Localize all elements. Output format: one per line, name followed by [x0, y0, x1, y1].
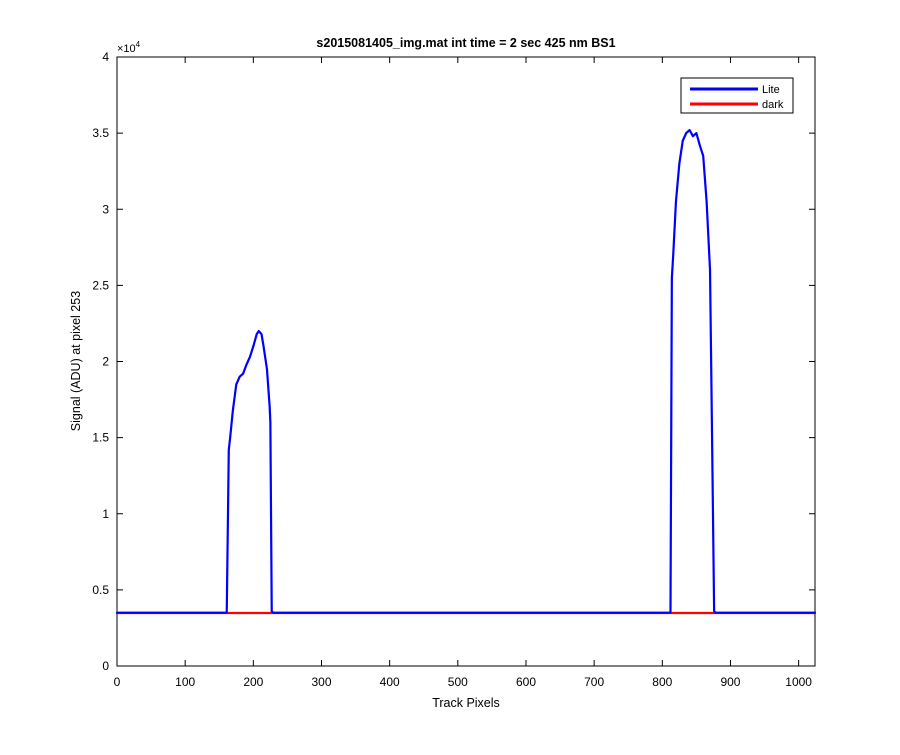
series-layer	[115, 128, 817, 615]
plot-area	[115, 56, 817, 667]
x-axis-tick-label: 0	[114, 675, 121, 689]
x-axis-label: Track Pixels	[432, 696, 500, 710]
legend-box	[680, 77, 794, 114]
x-axis-tick-label: 500	[448, 675, 468, 689]
series-line-lite	[115, 128, 817, 614]
y-axis-tick-label: 2.5	[92, 278, 109, 292]
x-axis-tick-label: 200	[243, 675, 263, 689]
x-axis-tick-label: 900	[720, 675, 740, 689]
x-axis-tick-label: 800	[652, 675, 672, 689]
x-axis-tick-label: 100	[175, 675, 195, 689]
legend[interactable]: Lite dark	[680, 77, 794, 114]
x-axis-tick-label: 1000	[785, 675, 812, 689]
y-axis-exponent-base: ×10	[117, 43, 136, 55]
x-axis-tick-label: 300	[311, 675, 331, 689]
y-axis-tick-label: 4	[102, 50, 109, 64]
x-axis: 0 100 200 300 400 500 600 700 800 900 1000	[114, 57, 812, 689]
x-axis-tick-label: 700	[584, 675, 604, 689]
y-axis-label: Signal (ADU) at pixel 253	[69, 291, 83, 431]
y-axis-tick-label: 3.5	[92, 126, 109, 140]
y-axis-tick-label: 2	[102, 355, 109, 369]
y-axis-tick-label: 1	[102, 507, 109, 521]
y-axis-exponent: ×104	[117, 40, 141, 55]
y-axis-exponent-power: 4	[136, 40, 141, 49]
legend-label-lite: Lite	[762, 84, 780, 96]
x-axis-tick-label: 600	[516, 675, 536, 689]
x-axis-tick-label: 400	[380, 675, 400, 689]
legend-label-dark: dark	[762, 99, 784, 111]
chart-title: s2015081405_img.mat int time = 2 sec 425…	[316, 36, 615, 50]
y-axis-tick-label: 0	[102, 659, 109, 673]
y-axis: 0 0.5 1 1.5 2 2.5 3 3.5 4	[92, 50, 815, 673]
y-axis-tick-label: 3	[102, 202, 109, 216]
y-axis-tick-label: 0.5	[92, 583, 109, 597]
plot-frame	[116, 56, 816, 667]
y-axis-tick-label: 1.5	[92, 431, 109, 445]
